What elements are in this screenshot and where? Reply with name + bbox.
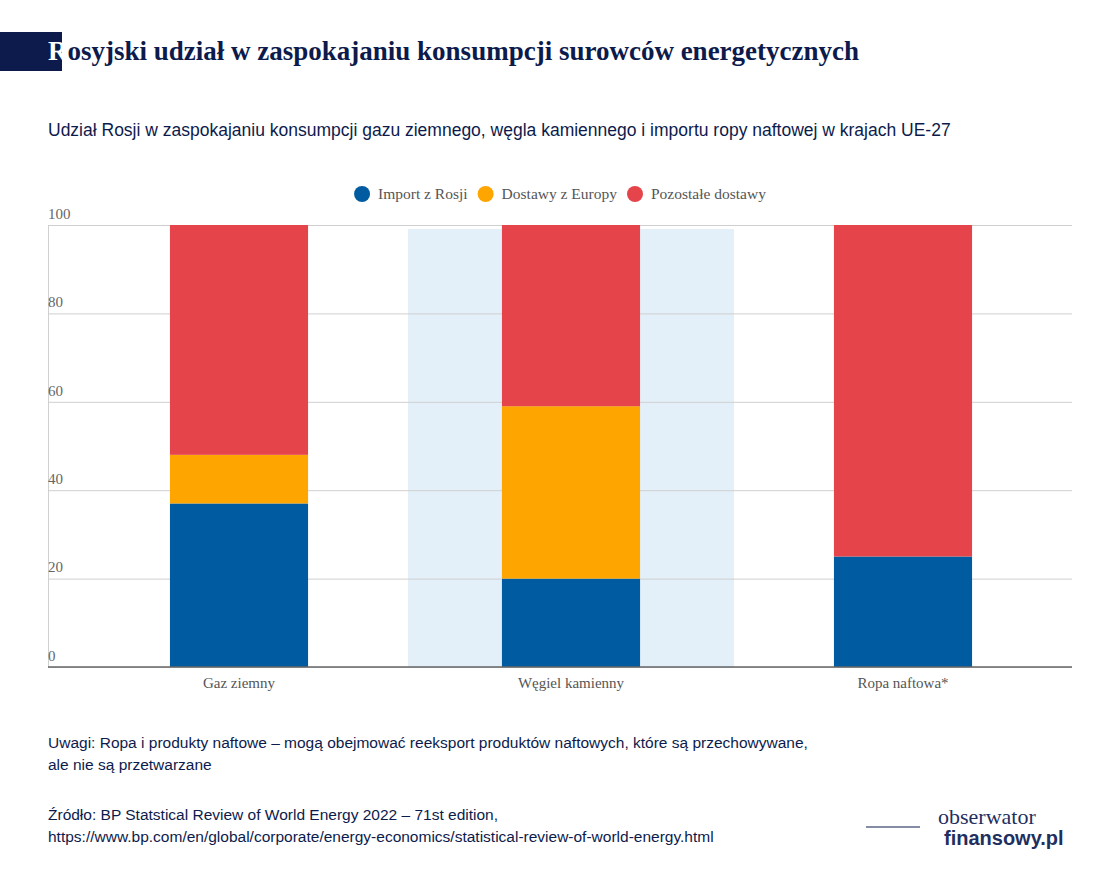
x-tick: Gaz ziemny xyxy=(203,667,276,691)
title-initial: R xyxy=(48,36,68,66)
y-tick-label: 20 xyxy=(48,559,63,575)
bars xyxy=(170,225,972,667)
y-axis: 0 20 40 60 80 100 xyxy=(48,206,1072,668)
legend-label: Dostawy z Europy xyxy=(502,185,618,202)
bar-segment xyxy=(170,503,308,667)
y-tick-label: 80 xyxy=(48,294,63,310)
legend-item: Dostawy z Europy xyxy=(478,185,618,202)
y-tick-label: 100 xyxy=(48,206,71,222)
title-rest: osyjski udział w zaspokajaniu konsumpcji… xyxy=(68,36,860,66)
source: Źródło: BP Statstical Review of World En… xyxy=(48,806,498,823)
note: ale nie są przetwarzane xyxy=(48,756,212,773)
legend-label: Pozostałe dostawy xyxy=(651,185,766,202)
x-axis: Gaz ziemny Węgiel kamienny Ropa naftowa* xyxy=(48,667,1072,691)
x-tick-label: Ropa naftowa* xyxy=(857,675,948,691)
x-tick: Ropa naftowa* xyxy=(857,667,948,691)
bar-segment xyxy=(834,557,972,668)
legend-item: Pozostałe dostawy xyxy=(627,185,766,202)
grid-line xyxy=(48,667,1072,668)
legend-label: Import z Rosji xyxy=(378,185,468,202)
logo: obserwator xyxy=(938,804,1036,829)
logo: finansowy.pl xyxy=(944,827,1064,849)
bar-segment xyxy=(170,455,308,504)
title: Rosyjski udział w zaspokajaniu konsumpcj… xyxy=(48,36,859,66)
y-axis-line xyxy=(48,226,49,668)
legend: Import z Rosji Dostawy z Europy Pozostałe … xyxy=(354,185,766,202)
y-tick: 100 xyxy=(48,206,1072,226)
x-tick-label: Węgiel kamienny xyxy=(518,675,625,691)
bar-segment xyxy=(502,579,640,667)
y-tick-label: 0 xyxy=(48,648,56,664)
legend-item: Import z Rosji xyxy=(354,185,468,202)
legend-swatch xyxy=(478,186,494,202)
y-tick-label: 40 xyxy=(48,471,63,487)
legend-swatch xyxy=(627,186,643,202)
bar-segment xyxy=(502,225,640,406)
x-tick: Węgiel kamienny xyxy=(518,667,625,691)
subtitle: Udział Rosji w zaspokajaniu konsumpcji g… xyxy=(48,120,951,140)
x-tick-label: Gaz ziemny xyxy=(203,675,276,691)
y-tick-label: 60 xyxy=(48,383,63,399)
note: Uwagi: Ropa i produkty naftowe – mogą ob… xyxy=(48,734,808,751)
bar-segment xyxy=(834,225,972,557)
bar-segment xyxy=(502,406,640,578)
x-axis-line xyxy=(48,666,1072,668)
source: https://www.bp.com/en/global/corporate/e… xyxy=(48,828,714,845)
logo-rule xyxy=(866,826,920,827)
legend-swatch xyxy=(354,186,370,202)
bar-segment xyxy=(170,225,308,455)
chart: Rosyjski udział w zaspokajaniu konsumpcj… xyxy=(0,0,1120,880)
